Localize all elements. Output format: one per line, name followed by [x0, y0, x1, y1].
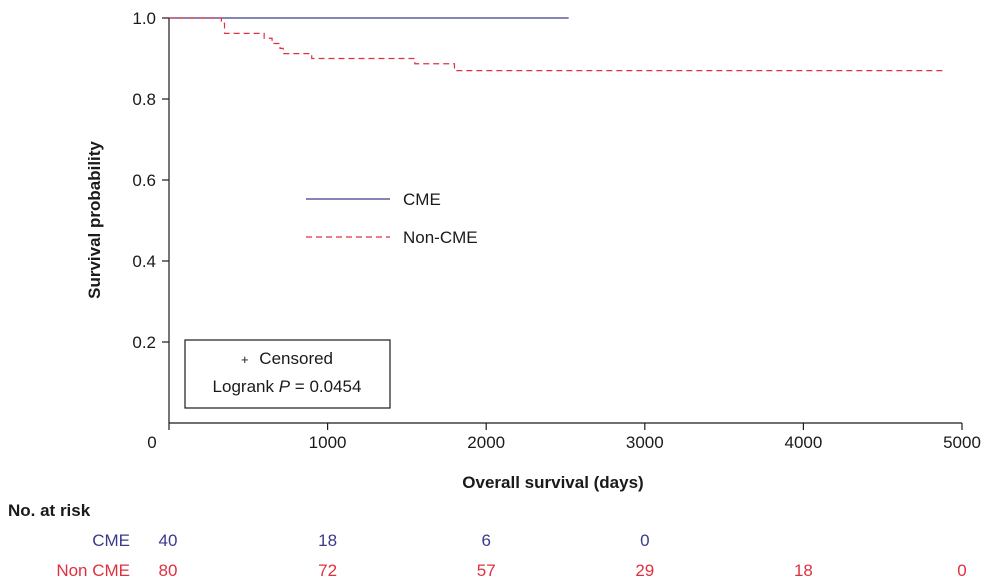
y-tick-label: 0.2: [132, 333, 156, 352]
x-tick-label: 1000: [309, 433, 347, 452]
logrank-prefix: Logrank: [213, 377, 279, 396]
risk-value: 72: [318, 561, 337, 580]
risk-table: No. at risk CME Non CME 40 18 6 0 80 72 57 29 18…: [8, 501, 967, 580]
x-tick-label: 4000: [784, 433, 822, 452]
y-tick-label: 0.6: [132, 171, 156, 190]
y-ticks: 0.2 0.4 0.6 0.8 1.0: [132, 9, 169, 352]
risk-values: 40 18 6 0 80 72 57 29 18 0: [159, 531, 967, 580]
series-layer: [169, 17, 947, 72]
annotation-frame: [184, 339, 391, 409]
x-tick-label: 5000: [943, 433, 981, 452]
legend-label-cme: CME: [403, 190, 441, 209]
risk-value: 0: [640, 531, 649, 550]
y-tick-label: 0.4: [132, 252, 156, 271]
legend-label-non-cme: Non-CME: [403, 228, 478, 247]
x-tick-label: 0: [147, 433, 156, 452]
risk-value: 80: [159, 561, 178, 580]
annotation-box: + Censored Logrank P = 0.0454: [184, 339, 391, 409]
risk-value: 18: [318, 531, 337, 550]
risk-value: 57: [477, 561, 496, 580]
logrank-p: P: [279, 377, 291, 396]
series-non-cme-line: [169, 17, 947, 72]
y-tick-label: 1.0: [132, 9, 156, 28]
risk-value: 29: [635, 561, 654, 580]
y-tick-label: 0.8: [132, 90, 156, 109]
x-ticks: 0 1000 2000 3000 4000 5000: [147, 423, 981, 452]
risk-value: 0: [957, 561, 966, 580]
censored-label: Censored: [259, 349, 333, 368]
risk-value: 40: [159, 531, 178, 550]
logrank-value: = 0.0454: [295, 377, 362, 396]
x-axis-title: Overall survival (days): [462, 473, 643, 492]
risk-row-label-cme: CME: [92, 531, 130, 550]
censored-symbol: +: [241, 352, 249, 367]
risk-row-label-non-cme: Non CME: [56, 561, 130, 580]
risk-value: 18: [794, 561, 813, 580]
censored-legend: + Censored: [241, 349, 333, 368]
x-tick-label: 2000: [467, 433, 505, 452]
logrank-text: Logrank P = 0.0454: [213, 377, 362, 396]
risk-value: 6: [481, 531, 490, 550]
y-axis-title: Survival probability: [85, 141, 104, 299]
x-tick-label: 3000: [626, 433, 664, 452]
legend: CME Non-CME: [306, 190, 478, 247]
risk-table-title: No. at risk: [8, 501, 91, 520]
